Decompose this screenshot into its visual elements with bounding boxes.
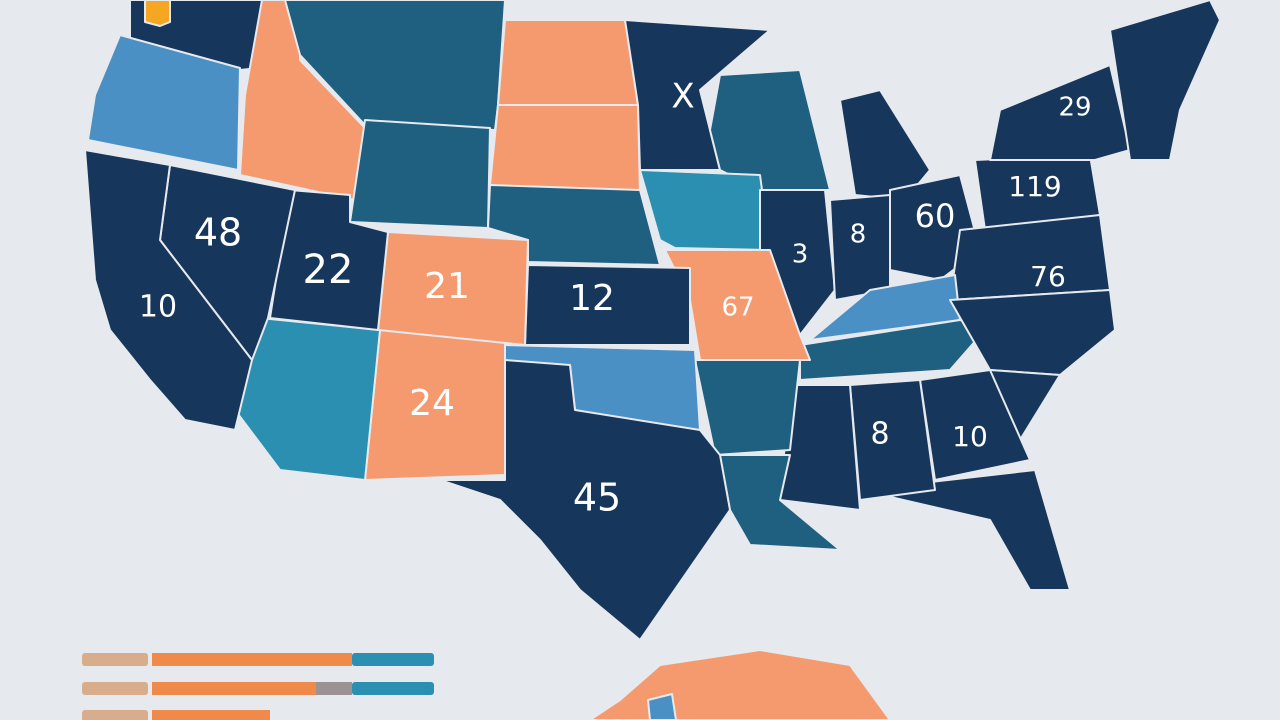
bar-segment (352, 682, 434, 695)
state (269, 189, 389, 331)
state-label: 48 (194, 211, 242, 255)
state (87, 34, 241, 171)
bar-segment (82, 653, 148, 666)
state-label: 12 (569, 278, 615, 319)
bar-segment (152, 653, 352, 666)
bar-segment (152, 710, 270, 720)
state-label: 29 (1058, 93, 1091, 123)
state-label: 60 (915, 197, 956, 235)
state (497, 19, 639, 106)
state-label: 10 (952, 420, 988, 453)
state-label: 22 (303, 247, 354, 293)
state (1109, 0, 1221, 161)
state (647, 693, 677, 720)
state-label: 10 (139, 290, 177, 325)
state (489, 104, 641, 196)
bar-segment (316, 682, 352, 695)
bar-segment (82, 682, 148, 695)
state (989, 64, 1131, 161)
state (859, 469, 1071, 591)
state-label: 8 (870, 417, 889, 452)
legend-bars (82, 653, 434, 720)
state (949, 289, 1116, 376)
state-labels: X 48 10 22 21 12 24 45 67 3 8 60 119 29 76 8 10 (139, 77, 1092, 520)
state-label: 3 (792, 240, 809, 270)
state-label: 67 (721, 293, 754, 323)
states (84, 0, 1221, 720)
state (144, 0, 171, 27)
state (349, 119, 491, 229)
state-label: 76 (1030, 260, 1066, 293)
state (849, 379, 936, 501)
state-label: 21 (424, 266, 470, 307)
bar-segment (82, 710, 148, 720)
state-label: 24 (409, 383, 455, 424)
state (639, 169, 771, 251)
bar-segment (352, 653, 434, 666)
state-label: 8 (850, 220, 867, 250)
state (809, 274, 961, 341)
state (799, 319, 986, 381)
state (419, 359, 731, 641)
state-label: 119 (1008, 170, 1061, 203)
state-label: 45 (573, 476, 621, 520)
bar-segment (152, 682, 316, 695)
state (84, 149, 253, 431)
state-label: X (671, 77, 694, 117)
